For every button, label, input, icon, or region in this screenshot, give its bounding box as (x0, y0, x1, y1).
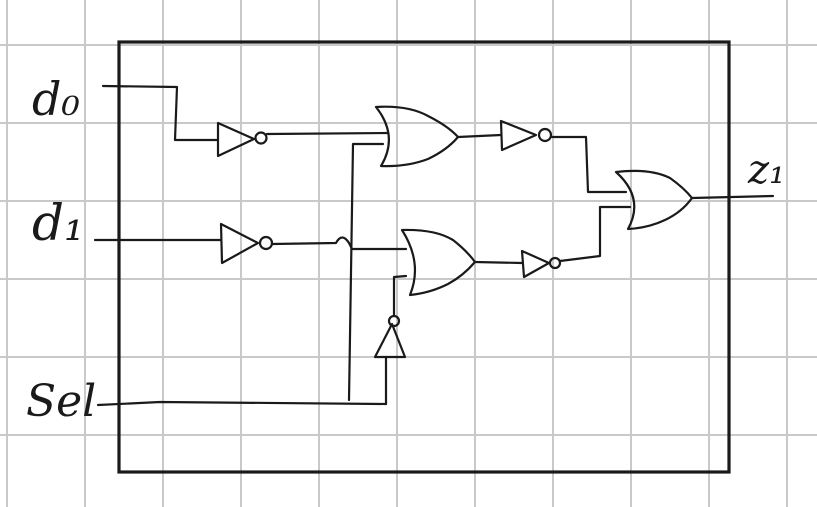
or-gate-2 (400, 228, 477, 297)
wire-or1-to-not (456, 133, 503, 139)
not-gate-or2 (520, 249, 562, 279)
wire-notsel-to-or2 (392, 274, 408, 318)
wire-d0 (101, 84, 220, 142)
wire-output-z (690, 194, 775, 200)
wire-notd0-to-or1 (265, 131, 390, 136)
not-gate-sel (373, 314, 407, 359)
or-gate-1 (374, 105, 460, 168)
wire-or2-to-not (473, 260, 524, 265)
input-label-d1: d₁ (32, 194, 85, 252)
wire-sel-to-or1 (347, 142, 385, 402)
or-gate-final (614, 169, 694, 231)
input-label-d0: d₀ (32, 72, 80, 126)
wire-notd1-to-or2 (270, 236, 408, 251)
wire-sel (96, 400, 388, 407)
not-gate-or1 (499, 119, 553, 152)
not-gate-d1 (219, 222, 274, 265)
input-label-sel: Sel (26, 376, 97, 427)
output-label-z: z₁ (748, 147, 786, 193)
not-gate-d0 (216, 121, 268, 158)
module-boundary (117, 40, 731, 474)
wire-not1-to-final-or (550, 135, 628, 194)
wire-not2-to-final-or (558, 205, 632, 263)
